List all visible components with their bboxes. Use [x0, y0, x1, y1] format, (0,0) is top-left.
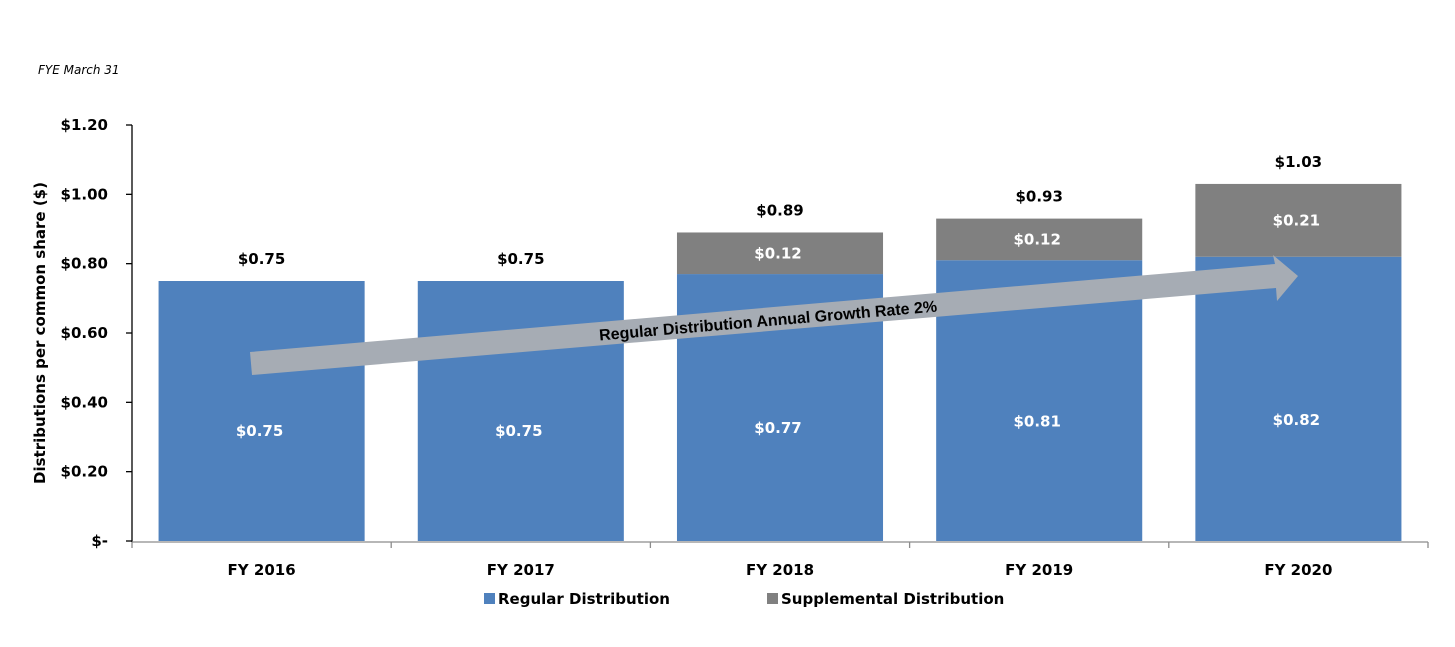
y-tick-label: $1.00 — [61, 185, 108, 203]
axes-group: $- $0.20 $0.40 $0.60 $0.80 $1.00 $1.20 — [61, 116, 1429, 550]
y-axis-label: Distributions per common share ($) — [31, 182, 49, 484]
bar-regular — [158, 281, 365, 541]
legend-label-supplemental: Supplemental Distribution — [781, 590, 1004, 608]
labels-group: $0.75 $0.75 FY 2016 $0.75 $0.75 FY 2017 $0.77 $… — [228, 153, 1333, 579]
bar-supplemental — [936, 218, 1143, 261]
x-tick-label: FY 2017 — [487, 561, 555, 579]
regular-value-label: $0.75 — [236, 422, 283, 440]
x-tick-label: FY 2016 — [228, 561, 296, 579]
fiscal-year-note: FYE March 31 — [38, 63, 120, 77]
y-tick-label: $0.20 — [61, 463, 108, 481]
y-tick-label: $0.80 — [61, 255, 108, 273]
y-tick-label: $0.60 — [61, 324, 108, 342]
bar-supplemental — [676, 232, 884, 275]
regular-value-label: $0.77 — [754, 419, 801, 437]
bar-supplemental — [1195, 183, 1402, 257]
y-tick-label: $- — [91, 532, 108, 550]
supplemental-value-label: $0.21 — [1273, 211, 1320, 229]
bar-regular — [417, 281, 624, 541]
x-tick-label: FY 2020 — [1264, 561, 1332, 579]
legend: Regular Distribution Supplemental Distrib… — [484, 590, 1004, 608]
total-value-label: $0.75 — [238, 250, 285, 268]
supplemental-value-label: $0.12 — [1013, 230, 1060, 248]
total-value-label: $0.93 — [1015, 188, 1062, 206]
total-value-label: $0.75 — [497, 250, 544, 268]
y-tick-label: $1.20 — [61, 116, 108, 134]
regular-value-label: $0.82 — [1273, 411, 1320, 429]
supplemental-value-label: $0.12 — [754, 244, 801, 262]
regular-value-label: $0.81 — [1013, 413, 1060, 431]
total-value-label: $1.03 — [1275, 153, 1322, 171]
x-tick-label: FY 2018 — [746, 561, 814, 579]
legend-swatch-regular — [484, 593, 495, 604]
y-tick-label: $0.40 — [61, 393, 108, 411]
legend-label-regular: Regular Distribution — [498, 590, 670, 608]
growth-arrow-shape — [250, 255, 1298, 375]
bar-regular — [1195, 256, 1402, 541]
regular-value-label: $0.75 — [495, 422, 542, 440]
x-tick-label: FY 2019 — [1005, 561, 1073, 579]
total-value-label: $0.89 — [756, 201, 803, 219]
legend-swatch-supplemental — [767, 593, 778, 604]
